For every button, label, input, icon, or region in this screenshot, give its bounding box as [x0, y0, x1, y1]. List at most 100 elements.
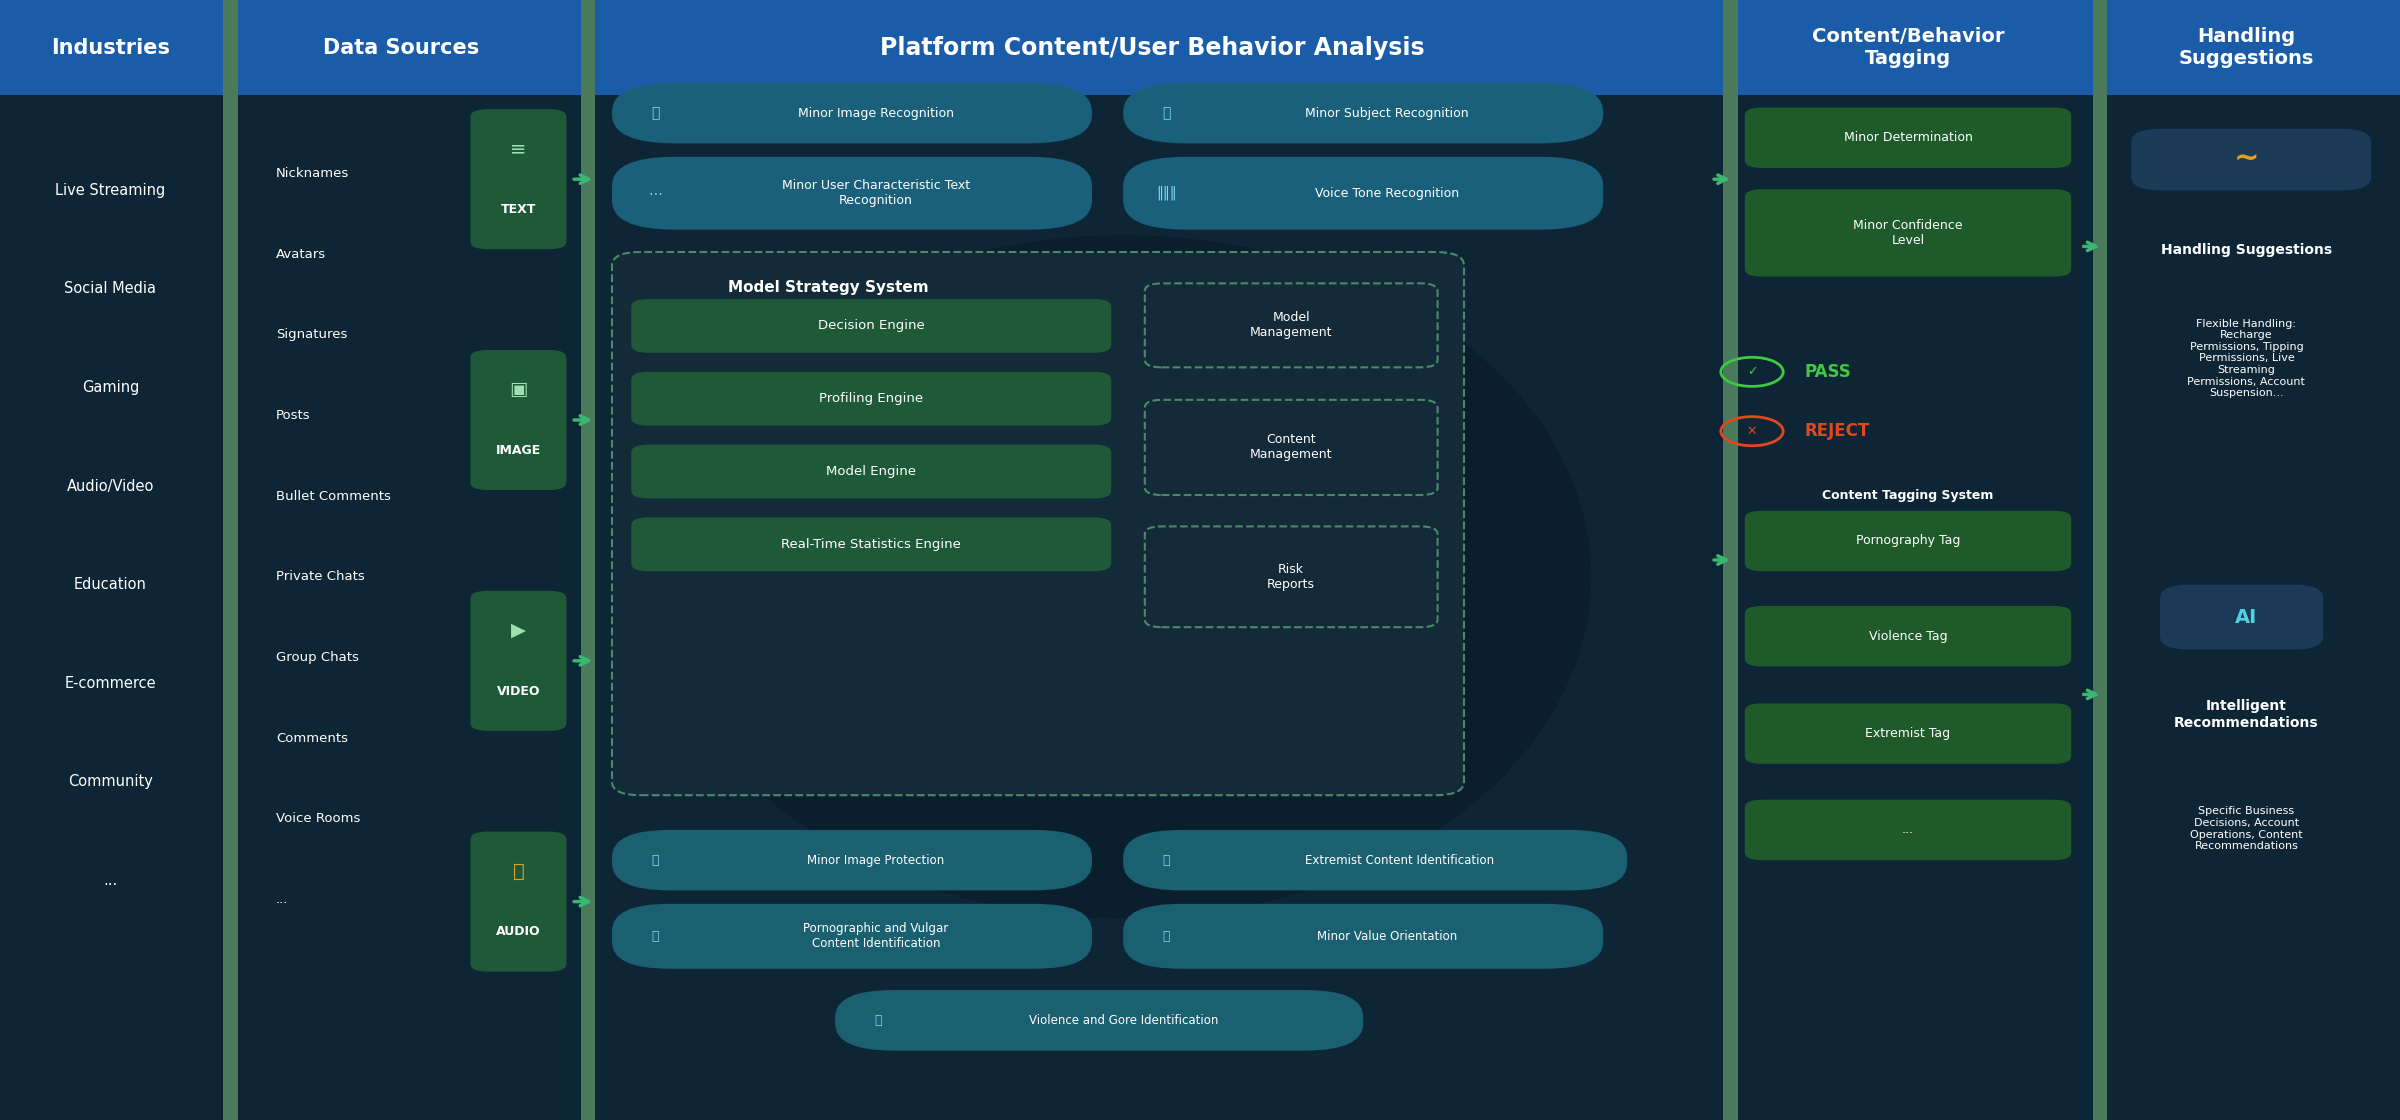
Text: 🗡: 🗡: [874, 1014, 883, 1027]
Text: Voice Tone Recognition: Voice Tone Recognition: [1315, 187, 1459, 199]
Text: Private Chats: Private Chats: [276, 570, 365, 584]
Text: Content Tagging System: Content Tagging System: [1822, 488, 1994, 502]
Text: ...: ...: [276, 893, 288, 906]
Text: Model Engine: Model Engine: [826, 465, 917, 478]
Text: Specific Business
Decisions, Account
Operations, Content
Recommendations: Specific Business Decisions, Account Ope…: [2191, 806, 2302, 851]
Text: IMAGE: IMAGE: [497, 444, 540, 457]
FancyBboxPatch shape: [631, 445, 1111, 498]
FancyBboxPatch shape: [1123, 83, 1603, 143]
Bar: [581, 0, 595, 1120]
Text: Posts: Posts: [276, 409, 310, 422]
Text: Risk
Reports: Risk Reports: [1267, 563, 1315, 591]
FancyBboxPatch shape: [1745, 108, 2071, 168]
FancyBboxPatch shape: [631, 299, 1111, 353]
Text: ‖‖‖: ‖‖‖: [1157, 186, 1176, 200]
Text: Handling Suggestions: Handling Suggestions: [2160, 243, 2333, 256]
Text: Real-Time Statistics Engine: Real-Time Statistics Engine: [782, 538, 960, 551]
Text: 🎤: 🎤: [514, 862, 523, 880]
Text: Comments: Comments: [276, 731, 348, 745]
FancyBboxPatch shape: [835, 990, 1363, 1051]
FancyBboxPatch shape: [1745, 703, 2071, 764]
FancyBboxPatch shape: [612, 157, 1092, 230]
Text: AUDIO: AUDIO: [497, 925, 540, 939]
Text: Extremist Content Identification: Extremist Content Identification: [1306, 853, 1493, 867]
Text: ≡: ≡: [511, 140, 526, 158]
Text: Minor Value Orientation: Minor Value Orientation: [1318, 930, 1457, 943]
FancyBboxPatch shape: [1745, 800, 2071, 860]
Text: Decision Engine: Decision Engine: [818, 319, 924, 333]
Text: Platform Content/User Behavior Analysis: Platform Content/User Behavior Analysis: [881, 36, 1423, 59]
Text: Intelligent
Recommendations: Intelligent Recommendations: [2174, 700, 2318, 729]
Text: Violence Tag: Violence Tag: [1870, 629, 1946, 643]
Text: Minor Confidence
Level: Minor Confidence Level: [1853, 220, 1963, 246]
FancyBboxPatch shape: [2160, 585, 2323, 650]
Text: PASS: PASS: [1805, 363, 1850, 381]
FancyBboxPatch shape: [2131, 129, 2371, 190]
Text: ...: ...: [1901, 823, 1915, 837]
Text: Community: Community: [67, 774, 154, 790]
Text: Group Chats: Group Chats: [276, 651, 360, 664]
FancyBboxPatch shape: [631, 372, 1111, 426]
FancyBboxPatch shape: [612, 252, 1464, 795]
Text: Minor Subject Recognition: Minor Subject Recognition: [1306, 106, 1469, 120]
FancyBboxPatch shape: [1745, 189, 2071, 277]
Text: Handling
Suggestions: Handling Suggestions: [2179, 27, 2314, 68]
Bar: [2093, 95, 2400, 1120]
Text: Bullet Comments: Bullet Comments: [276, 489, 391, 503]
Text: Minor Determination: Minor Determination: [1843, 131, 1973, 144]
Text: ✓: ✓: [1747, 365, 1757, 379]
FancyBboxPatch shape: [1123, 904, 1603, 969]
Text: Avatars: Avatars: [276, 248, 326, 261]
Text: Content
Management: Content Management: [1250, 433, 1332, 461]
Text: Pornography Tag: Pornography Tag: [1855, 534, 1961, 548]
Bar: [1723, 0, 1738, 1120]
Text: TEXT: TEXT: [502, 203, 535, 216]
Text: Violence and Gore Identification: Violence and Gore Identification: [1030, 1014, 1217, 1027]
Text: VIDEO: VIDEO: [497, 684, 540, 698]
Text: Data Sources: Data Sources: [322, 38, 480, 57]
Text: ⋯: ⋯: [648, 186, 662, 200]
Text: Extremist Tag: Extremist Tag: [1865, 727, 1951, 740]
Text: Live Streaming: Live Streaming: [55, 183, 166, 198]
Text: Profiling Engine: Profiling Engine: [818, 392, 924, 405]
Text: Education: Education: [74, 577, 146, 592]
Bar: [2093, 0, 2107, 1120]
FancyBboxPatch shape: [1745, 606, 2071, 666]
Text: ...: ...: [103, 872, 118, 888]
Text: AI: AI: [2234, 608, 2258, 626]
FancyBboxPatch shape: [612, 83, 1092, 143]
Bar: [1733, 95, 2083, 1120]
Bar: [581, 95, 1723, 1120]
Text: Gaming: Gaming: [82, 380, 139, 395]
FancyBboxPatch shape: [631, 517, 1111, 571]
FancyBboxPatch shape: [612, 904, 1092, 969]
Text: Minor Image Recognition: Minor Image Recognition: [797, 106, 955, 120]
FancyBboxPatch shape: [1123, 830, 1627, 890]
Text: Social Media: Social Media: [65, 281, 156, 297]
Text: Minor User Characteristic Text
Recognition: Minor User Characteristic Text Recogniti…: [782, 179, 970, 207]
FancyBboxPatch shape: [1145, 526, 1438, 627]
Text: ▣: ▣: [509, 381, 528, 399]
Text: 🛡: 🛡: [650, 930, 660, 943]
Bar: [223, 0, 238, 1120]
FancyBboxPatch shape: [612, 830, 1092, 890]
Text: Flexible Handling:
Recharge
Permissions, Tipping
Permissions, Live
Streaming
Per: Flexible Handling: Recharge Permissions,…: [2186, 318, 2306, 399]
FancyBboxPatch shape: [470, 831, 566, 971]
Text: Pornographic and Vulgar
Content Identification: Pornographic and Vulgar Content Identifi…: [804, 923, 948, 950]
FancyBboxPatch shape: [1123, 157, 1603, 230]
Text: 💡: 💡: [1162, 930, 1171, 943]
Text: 🚫: 🚫: [1162, 853, 1171, 867]
FancyBboxPatch shape: [1745, 511, 2071, 571]
Text: Signatures: Signatures: [276, 328, 348, 342]
Text: REJECT: REJECT: [1805, 422, 1870, 440]
Bar: [233, 95, 571, 1120]
Ellipse shape: [655, 235, 1591, 918]
Bar: [0, 95, 223, 1120]
Text: Model
Management: Model Management: [1250, 311, 1332, 339]
Text: 👤: 👤: [650, 106, 660, 120]
Text: 👤: 👤: [1162, 106, 1171, 120]
FancyBboxPatch shape: [1145, 283, 1438, 367]
Text: Content/Behavior
Tagging: Content/Behavior Tagging: [1812, 27, 2004, 68]
Text: 👤: 👤: [650, 853, 660, 867]
FancyBboxPatch shape: [1145, 400, 1438, 495]
